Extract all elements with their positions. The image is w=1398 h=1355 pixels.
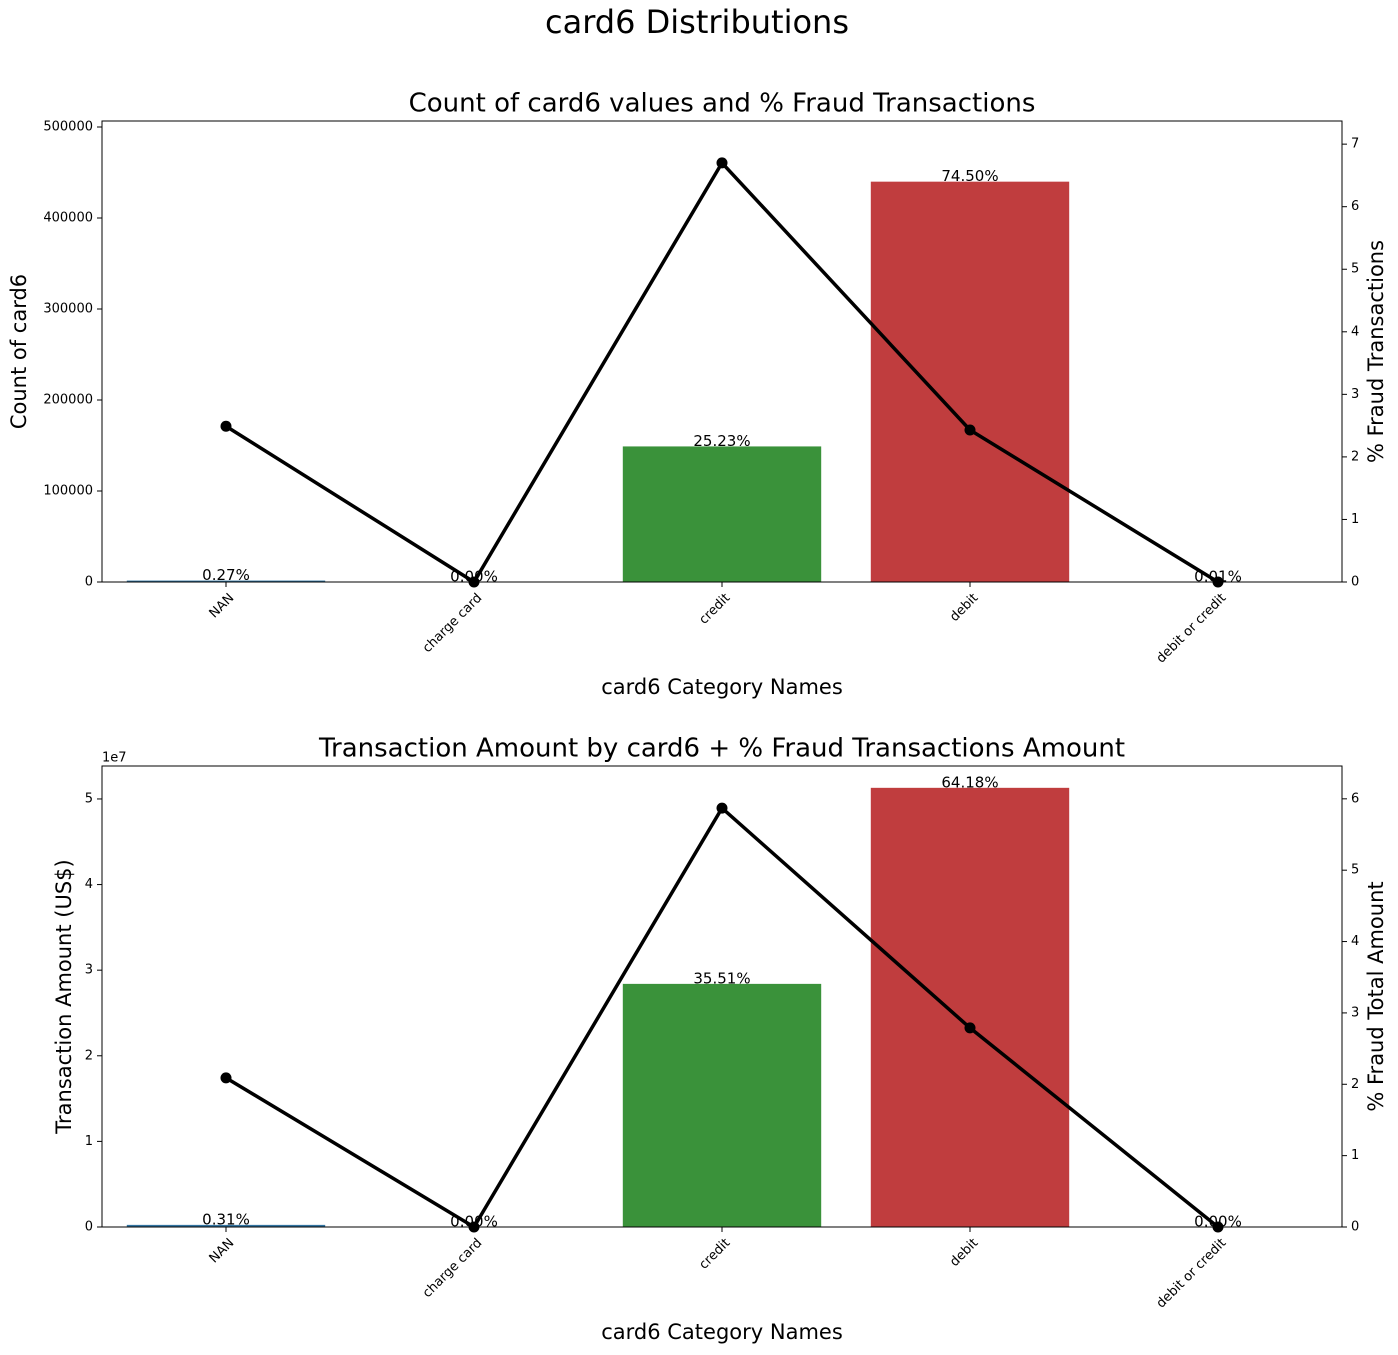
y2-tick-label: 1 [1351, 512, 1359, 527]
y2-tick-label: 3 [1351, 1005, 1359, 1020]
y2-tick-label: 3 [1351, 387, 1359, 402]
y-axis-label: Count of card6 [7, 274, 31, 429]
y-tick-label: 200000 [43, 393, 93, 408]
y2-tick-label: 6 [1351, 791, 1359, 806]
y2-tick-label: 5 [1351, 863, 1359, 878]
y2-axis-label: % Fraud Total Amount [1364, 881, 1388, 1111]
y-tick-label: 2 [85, 1048, 93, 1063]
y-tick-label: 500000 [43, 120, 93, 135]
line-point [716, 802, 728, 814]
share-label: 0.00% [450, 1212, 498, 1230]
y2-tick-label: 2 [1351, 1077, 1359, 1092]
y2-tick-label: 1 [1351, 1148, 1359, 1163]
y-tick-label: 0 [85, 1220, 93, 1235]
line-point [964, 424, 976, 436]
share-label: 0.00% [450, 567, 498, 585]
y2-tick-label: 7 [1351, 137, 1359, 152]
bar [870, 787, 1070, 1227]
line-point [220, 1072, 232, 1084]
y-tick-label: 5 [85, 791, 93, 806]
share-label: 25.23% [693, 432, 750, 450]
share-label: 64.18% [941, 773, 998, 791]
bar [622, 983, 822, 1227]
share-label: 74.50% [941, 167, 998, 185]
y-tick-label: 3 [85, 963, 93, 978]
y2-tick-label: 4 [1351, 934, 1359, 949]
share-label: 35.51% [693, 969, 750, 987]
y2-tick-label: 5 [1351, 262, 1359, 277]
y-tick-label: 400000 [43, 211, 93, 226]
chart-title: Transaction Amount by card6 + % Fraud Tr… [318, 734, 1125, 764]
bar [622, 446, 822, 582]
x-axis-label: card6 Category Names [601, 675, 843, 699]
y-tick-label: 0 [85, 575, 93, 590]
share-label: 0.27% [202, 566, 250, 584]
y2-axis-label: % Fraud Transactions [1364, 240, 1388, 463]
x-axis-label: card6 Category Names [601, 1320, 843, 1344]
line-point [964, 1022, 976, 1034]
chart-title: Count of card6 values and % Fraud Transa… [409, 89, 1036, 119]
axes-frame [101, 120, 1343, 583]
y2-tick-label: 0 [1351, 1220, 1359, 1235]
y-tick-label: 4 [85, 877, 93, 892]
share-label: 0.31% [202, 1210, 250, 1228]
y-axis-label: Transaction Amount (US$) [52, 859, 76, 1134]
line-point [716, 157, 728, 169]
bar [126, 1224, 326, 1227]
bar [870, 181, 1070, 583]
y-offset-label: 1e7 [102, 751, 127, 766]
axes-frame [101, 765, 1343, 1228]
y-tick-label: 100000 [43, 484, 93, 499]
line-point [220, 420, 232, 432]
y-tick-label: 300000 [43, 302, 93, 317]
y2-tick-label: 4 [1351, 324, 1359, 339]
y2-tick-label: 2 [1351, 449, 1359, 464]
y2-tick-label: 6 [1351, 199, 1359, 214]
bar [126, 580, 326, 582]
figure-title: card6 Distributions [545, 3, 849, 41]
y2-tick-label: 0 [1351, 575, 1359, 590]
share-label: 0.01% [1194, 567, 1242, 585]
y-tick-label: 1 [85, 1134, 93, 1149]
